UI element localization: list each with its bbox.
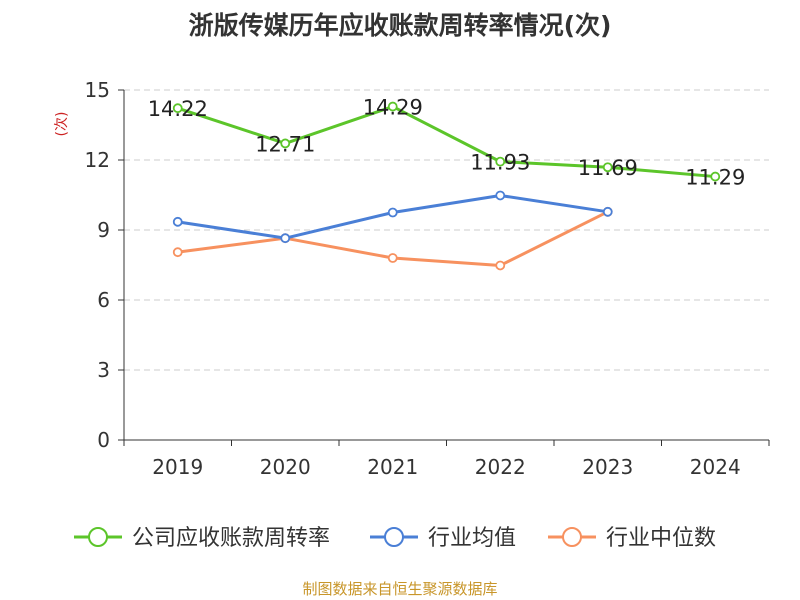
x-tick-label: 2022 — [475, 455, 526, 479]
x-tick-label: 2020 — [260, 455, 311, 479]
x-tick-label: 2023 — [582, 455, 633, 479]
source-note: 制图数据来自恒生聚源数据库 — [302, 580, 497, 598]
data-label: 14.22 — [148, 97, 208, 121]
data-point — [172, 216, 183, 227]
data-label: 11.29 — [685, 166, 745, 190]
data-point — [172, 247, 183, 258]
y-tick-label: 0 — [97, 428, 110, 452]
data-point — [495, 190, 506, 201]
data-point — [602, 162, 613, 173]
x-tick-label: 2019 — [152, 455, 203, 479]
legend-label: 行业均值 — [428, 526, 516, 551]
legend-label: 行业中位数 — [606, 526, 716, 551]
legend-marker — [88, 527, 108, 547]
y-tick-label: 15 — [85, 78, 110, 102]
data-label: 14.29 — [363, 96, 423, 120]
data-point — [172, 103, 183, 114]
y-tick-label: 6 — [97, 288, 110, 312]
axes: 0 3 6 9 12 15 2019 2020 2021 2022 2023 2024 — [85, 78, 770, 479]
data-point — [495, 156, 506, 167]
x-tick-label: 2021 — [367, 455, 418, 479]
x-tick-label: 2024 — [690, 455, 741, 479]
legend-marker — [562, 527, 582, 547]
legend-marker — [384, 527, 404, 547]
data-point — [280, 233, 291, 244]
data-label: 11.93 — [470, 151, 530, 175]
data-labels: 14.22 12.71 14.29 11.93 11.69 11.29 — [148, 96, 746, 190]
data-point — [387, 101, 398, 112]
y-axis-label: (次) — [54, 112, 70, 137]
data-point — [387, 253, 398, 263]
legend-label: 公司应收账款周转率 — [132, 526, 330, 551]
grid-lines — [124, 89, 769, 371]
data-label: 12.71 — [255, 132, 315, 156]
y-tick-label: 3 — [97, 358, 110, 382]
y-tick-label: 12 — [85, 148, 110, 172]
data-point — [387, 207, 398, 218]
chart-title: 浙版传媒历年应收账款周转率情况(次) — [189, 11, 612, 40]
legend: 公司应收账款周转率 行业均值 行业中位数 — [74, 526, 716, 551]
series-line — [177, 105, 716, 179]
y-tick-label: 9 — [97, 218, 110, 242]
series-lines — [172, 101, 721, 271]
data-point — [602, 206, 613, 217]
data-point — [710, 171, 721, 182]
data-label: 11.69 — [578, 156, 638, 180]
data-point — [280, 138, 291, 149]
data-point — [495, 260, 506, 271]
